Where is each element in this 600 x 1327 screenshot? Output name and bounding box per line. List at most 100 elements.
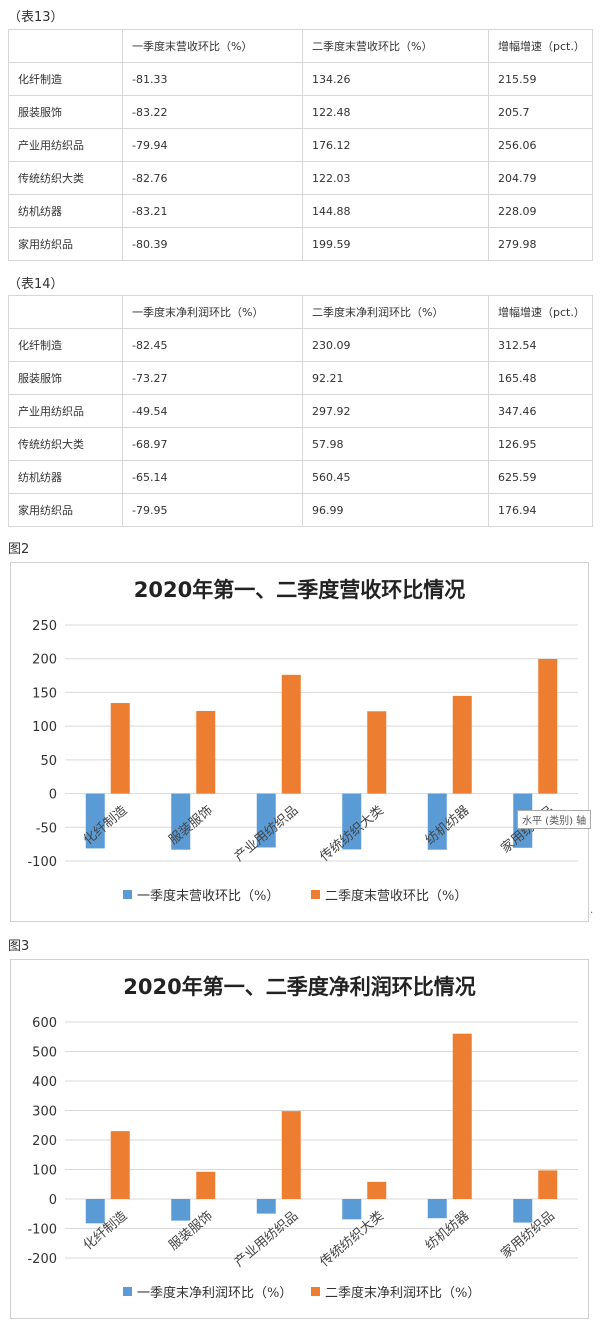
table-cell: 230.09 [302, 328, 489, 362]
table-cell: 560.45 [302, 460, 489, 494]
bar-q1 [342, 1199, 362, 1220]
table-cell: 347.46 [488, 394, 593, 428]
table-cell: -79.95 [122, 493, 303, 527]
y-tick-label: 100 [32, 720, 57, 735]
bar-q1 [85, 1199, 105, 1224]
y-tick-label: 600 [32, 1016, 57, 1031]
table-cell: 176.12 [302, 128, 489, 162]
y-tick-label: -200 [27, 1252, 57, 1267]
bar-q1 [85, 793, 105, 849]
table-header-cell: 一季度末营收环比（%） [122, 29, 303, 63]
x-tick-label: 产业用纺织品 [232, 1209, 301, 1271]
table-row: 化纤制造 -81.33 134.26 215.59 [8, 62, 593, 96]
table-cell: 144.88 [302, 194, 489, 228]
table-cell: 625.59 [488, 460, 593, 494]
table-header-cell: 一季度末净利润环比（%） [122, 295, 303, 329]
y-tick-label: 100 [32, 1164, 57, 1179]
bar-q1 [513, 1199, 533, 1223]
table-row: 家用纺织品 -79.95 96.99 176.94 [8, 493, 593, 527]
table-cell: 204.79 [488, 161, 593, 195]
table-cell: 176.94 [488, 493, 593, 527]
y-tick-label: 0 [49, 1193, 57, 1208]
legend-label: 一季度末净利润环比（%） [137, 1285, 292, 1301]
row-label-cell: 化纤制造 [8, 328, 123, 362]
table-row: 产业用纺织品 -49.54 297.92 347.46 [8, 394, 593, 428]
table-cell: 126.95 [488, 427, 593, 461]
table-row: 服装服饰 -73.27 92.21 165.48 [8, 361, 593, 395]
table-cell: 312.54 [488, 328, 593, 362]
table13-header-row: 一季度末营收环比（%） 二季度末营收环比（%） 增幅增速（pct.） [8, 29, 593, 63]
table-header-cell [8, 295, 123, 329]
legend-label: 二季度末营收环比（%） [325, 888, 467, 904]
figure3-caption: 图3 [8, 939, 30, 954]
bar-q2 [281, 674, 301, 794]
table-cell: -68.97 [122, 427, 303, 461]
row-label-cell: 服装服饰 [8, 95, 123, 129]
table-cell: -49.54 [122, 394, 303, 428]
table-cell: 96.99 [302, 493, 489, 527]
profit-chart: 2020年第一、二季度净利润环比情况 600 500 400 300 200 100 0 -10… [10, 959, 589, 1319]
table-row: 服装服饰 -83.22 122.48 205.7 [8, 95, 593, 129]
table-cell: 205.7 [488, 95, 593, 129]
table13: 一季度末营收环比（%） 二季度末营收环比（%） 增幅增速（pct.） 化纤制造 -81.… [8, 29, 593, 261]
table-header-cell: 增幅增速（pct.） [488, 29, 593, 63]
y-tick-label: 400 [32, 1075, 57, 1090]
bar-q1 [171, 793, 191, 850]
table-cell: -79.94 [122, 128, 303, 162]
table-cell: 256.06 [488, 128, 593, 162]
table-cell: -83.21 [122, 194, 303, 228]
row-label-cell: 传统纺织大类 [8, 161, 123, 195]
y-tick-label: 500 [32, 1046, 57, 1061]
y-tick-label: 250 [32, 619, 57, 634]
bar-q2 [538, 1170, 558, 1199]
legend-label: 一季度末营收环比（%） [137, 888, 279, 904]
revenue-chart-svg: 2020年第一、二季度营收环比情况250200150100500-50-100化… [27, 578, 578, 904]
row-label-cell: 纺机纺器 [8, 460, 123, 494]
table-cell: -73.27 [122, 361, 303, 395]
y-tick-label: 200 [32, 1134, 57, 1149]
legend-swatch [123, 890, 132, 899]
table-cell: -81.33 [122, 62, 303, 96]
table-cell: 297.92 [302, 394, 489, 428]
trailing-dot: . [590, 905, 594, 916]
table-header-cell: 二季度末净利润环比（%） [302, 295, 489, 329]
bar-q2 [538, 658, 558, 794]
bar-q1 [256, 793, 276, 848]
table-cell: 165.48 [488, 361, 593, 395]
y-tick-label: 150 [32, 686, 57, 701]
bar-q2 [367, 1181, 387, 1199]
table14-header-row: 一季度末净利润环比（%） 二季度末净利润环比（%） 增幅增速（pct.） [8, 295, 593, 329]
table-header-cell: 增幅增速（pct.） [488, 295, 593, 329]
y-tick-label: 200 [32, 653, 57, 668]
table-cell: -80.39 [122, 227, 303, 261]
table-cell: 215.59 [488, 62, 593, 96]
row-label-cell: 家用纺织品 [8, 493, 123, 527]
bar-q1 [171, 1199, 191, 1221]
row-label-cell: 产业用纺织品 [8, 394, 123, 428]
table-row: 传统纺织大类 -82.76 122.03 204.79 [8, 161, 593, 195]
profit-chart-title: 2020年第一、二季度净利润环比情况 [123, 975, 475, 999]
bar-q2 [367, 711, 387, 794]
legend-swatch [311, 1287, 320, 1296]
bar-q2 [452, 695, 472, 794]
row-label-cell: 产业用纺织品 [8, 128, 123, 162]
bar-q1 [256, 1199, 276, 1214]
table-cell: 228.09 [488, 194, 593, 228]
bar-q2 [196, 710, 216, 794]
bar-q2 [281, 1111, 301, 1199]
table-cell: 122.03 [302, 161, 489, 195]
table-cell: -82.76 [122, 161, 303, 195]
row-label-cell: 服装服饰 [8, 361, 123, 395]
bar-q2 [110, 703, 130, 794]
legend-swatch [123, 1287, 132, 1296]
y-tick-label: -100 [27, 1223, 57, 1238]
table-cell: 134.26 [302, 62, 489, 96]
table-cell: 92.21 [302, 361, 489, 395]
bar-q1 [427, 1199, 447, 1219]
table13-caption: （表13） [8, 10, 64, 25]
bar-q2 [196, 1171, 216, 1199]
table-cell: -82.45 [122, 328, 303, 362]
table14: 一季度末净利润环比（%） 二季度末净利润环比（%） 增幅增速（pct.） 化纤制造 -8… [8, 295, 593, 527]
table-row: 化纤制造 -82.45 230.09 312.54 [8, 328, 593, 362]
figure2-caption: 图2 [8, 542, 30, 557]
